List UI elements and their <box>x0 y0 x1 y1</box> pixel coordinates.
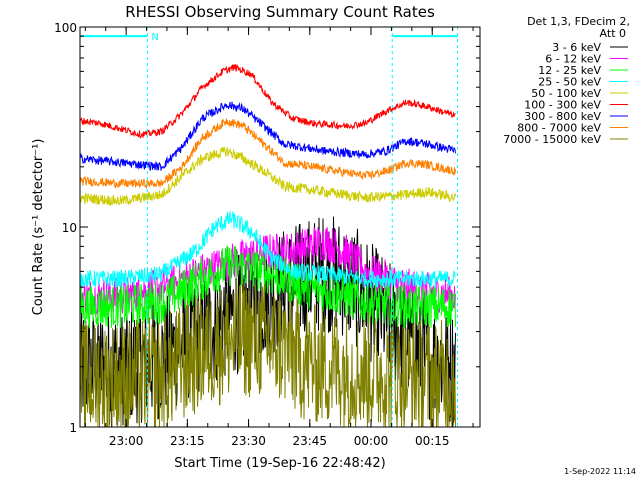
legend-label-9: 7000 - 15000 keV <box>503 133 601 146</box>
series-7000-to-15000keV-kev-trace <box>79 279 456 429</box>
y-axis-label: Count Rate (s⁻¹ detector⁻¹) <box>31 139 46 316</box>
series-50-to-100keV-kev-trace <box>79 146 456 207</box>
x-tick-label: 23:15 <box>170 434 205 448</box>
x-tick-label: 00:00 <box>354 434 389 448</box>
x-tick-label: 00:15 <box>415 434 450 448</box>
series-12-to-25keV-kev-trace <box>79 245 456 329</box>
legend-header-line-1: Det 1,3, FDecim 2, <box>527 15 630 28</box>
legend-label-1: 3 - 6 keV <box>552 41 601 54</box>
x-axis-label: Start Time (19-Sep-16 22:48:42) <box>174 456 385 471</box>
series-300-to-800keV-kev-trace <box>79 101 456 171</box>
y-tick-label: 100 <box>54 21 77 35</box>
series-25-to-50keV-kev-trace <box>79 211 456 290</box>
y-tick-label: 1 <box>69 421 77 435</box>
x-tick-label: 23:30 <box>231 434 266 448</box>
legend-label-3: 12 - 25 keV <box>538 64 601 77</box>
x-tick-label: 23:45 <box>292 434 327 448</box>
legend-label-5: 50 - 100 keV <box>531 87 601 100</box>
legend-label-6: 100 - 300 keV <box>524 99 601 112</box>
legend-label-4: 25 - 50 keV <box>538 76 601 89</box>
legend-label-8: 800 - 7000 keV <box>517 122 601 135</box>
series-800-to-7000keV-kev-trace <box>79 118 456 190</box>
axes: 1 10 100 23:00 23:15 23:30 23:45 00:00 00:15 <box>54 21 480 448</box>
generation-timestamp: 1-Sep-2022 11:14 <box>564 467 636 476</box>
legend-label-2: 6 - 12 keV <box>545 53 601 66</box>
series-100-to-300keV-kev-trace <box>79 64 456 139</box>
plot-area: N <box>79 27 459 429</box>
legend-label-7: 300 - 800 keV <box>524 110 601 123</box>
chart-title: RHESSI Observing Summary Count Rates <box>125 3 435 21</box>
legend-header-line-2: Att 0 <box>600 27 626 40</box>
y-tick-label: 10 <box>62 221 77 235</box>
flag-bar-label-1: N <box>151 32 158 43</box>
x-tick-label: 23:00 <box>109 434 144 448</box>
